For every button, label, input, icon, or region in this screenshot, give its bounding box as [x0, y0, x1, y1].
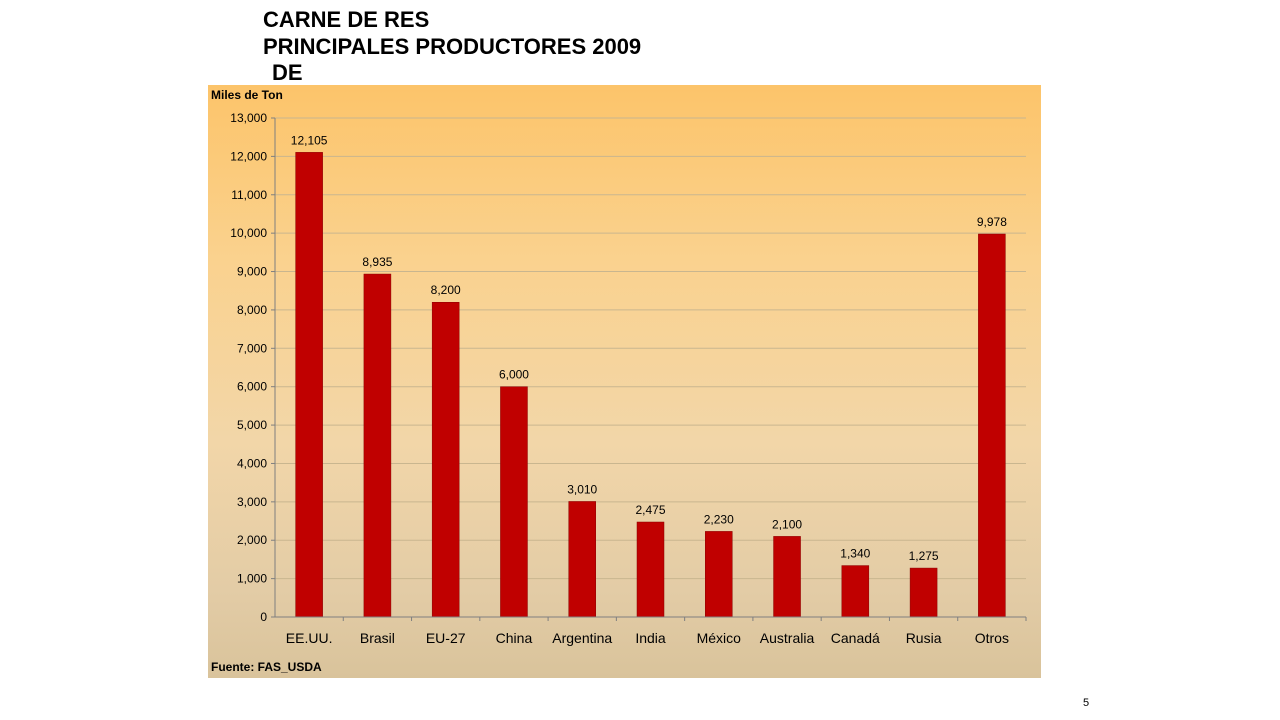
y-tick-label: 8,000 — [237, 303, 267, 317]
data-labels: 12,105 8,935 8,200 6,000 3,010 2,475 2,230 2,10… — [291, 133, 1007, 563]
y-axis-label: Miles de Ton — [211, 88, 283, 102]
y-tick-label: 12,000 — [230, 149, 267, 163]
source-note: Fuente: FAS_USDA — [211, 660, 322, 674]
x-tick-label: EU-27 — [426, 630, 466, 646]
bar — [705, 531, 733, 618]
x-tick-label: Australia — [760, 630, 815, 646]
data-label: 2,475 — [635, 503, 665, 517]
slide-title: CARNE DE RES PRINCIPALES PRODUCTORES 200… — [263, 6, 641, 86]
slide-title-line-2: PRINCIPALES PRODUCTORES 2009 — [263, 34, 642, 59]
x-tick-label: Canadá — [831, 630, 880, 646]
bar — [636, 521, 665, 618]
data-label: 6,000 — [499, 368, 529, 382]
x-tick-label: India — [635, 630, 666, 646]
x-tick-label: Otros — [975, 630, 1009, 646]
data-label: 8,935 — [362, 255, 392, 269]
x-tick-label: Argentina — [552, 630, 612, 646]
y-tick-label: 6,000 — [237, 380, 267, 394]
y-tick-label: 4,000 — [237, 456, 267, 470]
bar — [431, 301, 460, 618]
y-tick-label: 0 — [260, 610, 267, 624]
y-tick-label: 7,000 — [237, 341, 267, 355]
bar — [568, 501, 596, 618]
data-label: 12,105 — [291, 133, 328, 147]
x-tick-label: Brasil — [360, 630, 395, 646]
data-label: 1,340 — [840, 547, 870, 561]
y-tick-label: 3,000 — [237, 495, 267, 509]
y-tick-label: 2,000 — [237, 533, 267, 547]
data-label: 1,275 — [909, 549, 939, 563]
slide-title-line-3: DE — [272, 60, 303, 85]
slide-title-line-1: CARNE DE RES — [263, 7, 430, 32]
bar — [363, 273, 392, 618]
gridlines — [275, 117, 1026, 580]
page-number: 5 — [1083, 697, 1090, 709]
y-tick-label: 11,000 — [231, 188, 267, 202]
bar — [773, 536, 801, 618]
x-tick-label: China — [496, 630, 533, 646]
y-tick-label: 9,000 — [237, 265, 267, 279]
data-label: 9,978 — [977, 215, 1007, 229]
y-tick-label: 10,000 — [230, 226, 267, 240]
x-tick-label: EE.UU. — [286, 630, 333, 646]
data-label: 3,010 — [567, 482, 597, 496]
bars — [295, 152, 1006, 618]
bar-chart: 12,105 8,935 8,200 6,000 3,010 2,475 2,230 2,10… — [211, 88, 1027, 674]
axes: 0 1,000 2,000 3,000 4,000 5,000 6,000 7,000 8,00… — [230, 111, 1027, 646]
x-tick-label: Rusia — [906, 630, 942, 646]
chart-panel: 12,105 8,935 8,200 6,000 3,010 2,475 2,230 2,10… — [208, 85, 1041, 678]
data-label: 2,230 — [704, 512, 734, 526]
y-tick-label: 13,000 — [230, 111, 267, 125]
bar — [841, 565, 870, 618]
bar — [295, 152, 323, 618]
y-tick-label: 1,000 — [237, 572, 267, 586]
data-label: 8,200 — [431, 283, 461, 297]
bar — [978, 233, 1006, 618]
bar — [909, 567, 938, 618]
y-tick-label: 5,000 — [237, 418, 267, 432]
bar — [500, 386, 528, 618]
x-tick-label: México — [697, 630, 742, 646]
data-label: 2,100 — [772, 517, 802, 531]
